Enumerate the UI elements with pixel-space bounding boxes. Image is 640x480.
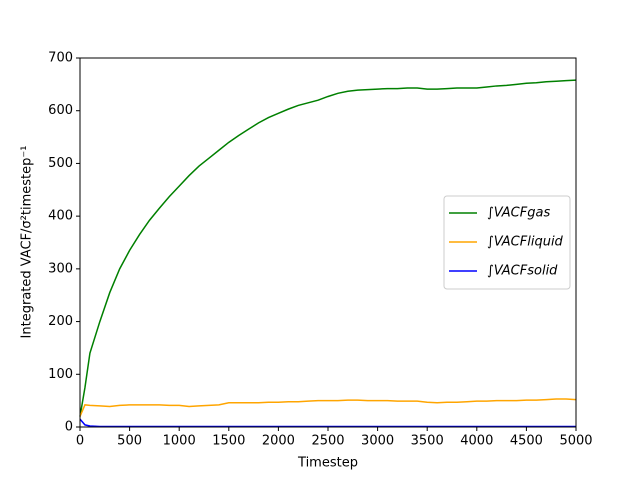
y-tick-label: 200 xyxy=(48,314,73,329)
y-axis-label: Integrated VACF/σ²timestep⁻¹ xyxy=(20,146,35,339)
x-tick-label: 1000 xyxy=(163,434,196,449)
y-tick-label: 0 xyxy=(65,420,73,435)
x-tick-label: 4000 xyxy=(460,434,493,449)
y-tick-label: 500 xyxy=(48,156,73,171)
y-tick-label: 600 xyxy=(48,103,73,118)
y-tick-label: 100 xyxy=(48,367,73,382)
x-tick-label: 500 xyxy=(117,434,142,449)
legend-box xyxy=(443,195,571,290)
y-tick-label: 700 xyxy=(48,51,73,66)
x-tick-label: 4500 xyxy=(510,434,543,449)
x-tick-label: 5000 xyxy=(559,434,592,449)
legend-label: ∫VACFgas xyxy=(487,206,550,221)
x-tick-label: 1500 xyxy=(212,434,245,449)
series-line xyxy=(79,79,577,417)
x-tick-label: 0 xyxy=(76,434,84,449)
legend-label: ∫VACFliquid xyxy=(487,235,564,250)
legend-label: ∫VACFsolid xyxy=(487,264,558,279)
x-tick-label: 2500 xyxy=(311,434,344,449)
plot-frame xyxy=(79,57,577,428)
y-tick-label: 400 xyxy=(48,209,73,224)
x-tick-label: 3500 xyxy=(411,434,444,449)
x-tick-label: 2000 xyxy=(262,434,295,449)
x-tick-label: 3000 xyxy=(361,434,394,449)
series-line xyxy=(79,418,576,428)
y-tick-label: 300 xyxy=(48,261,73,276)
series-line xyxy=(79,398,577,417)
x-axis-label: Timestep xyxy=(297,456,358,471)
